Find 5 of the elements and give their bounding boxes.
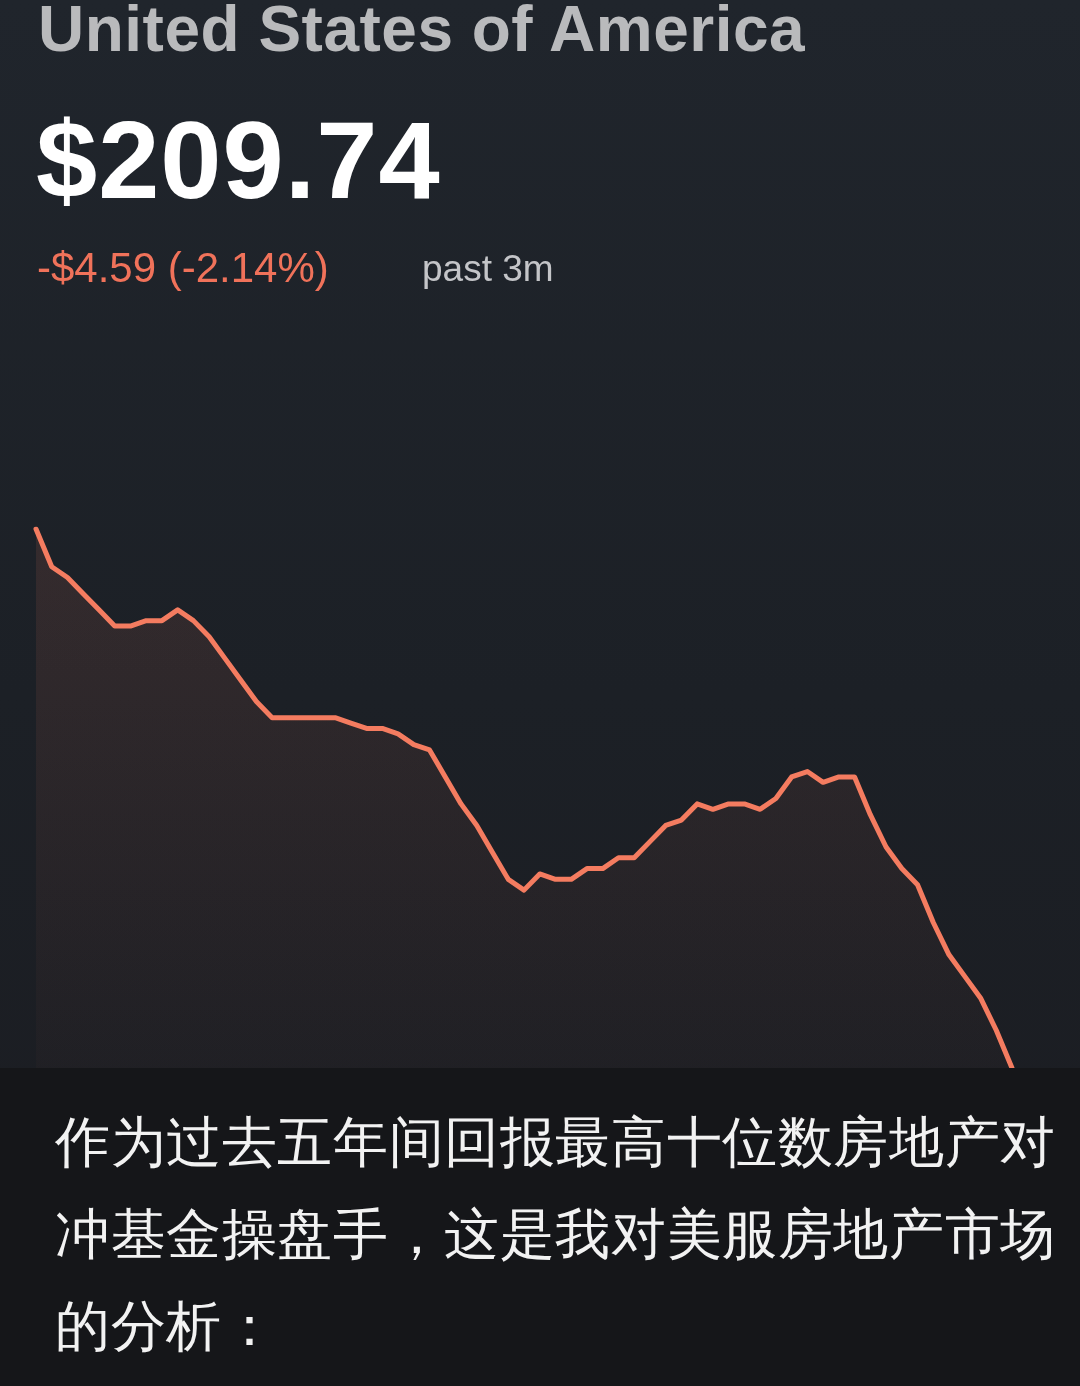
chart-subtitle: $209.74 [36, 97, 441, 223]
chart-title: United States of America [38, 0, 806, 66]
text: 作为过去五年间回报最高十位数房地产对冲基金操盘手，这是我对美服房地产市场的分析： [55, 1109, 1057, 1360]
text: past 3m [422, 248, 554, 290]
text: -$4.59 (-2.14%) [37, 244, 329, 292]
